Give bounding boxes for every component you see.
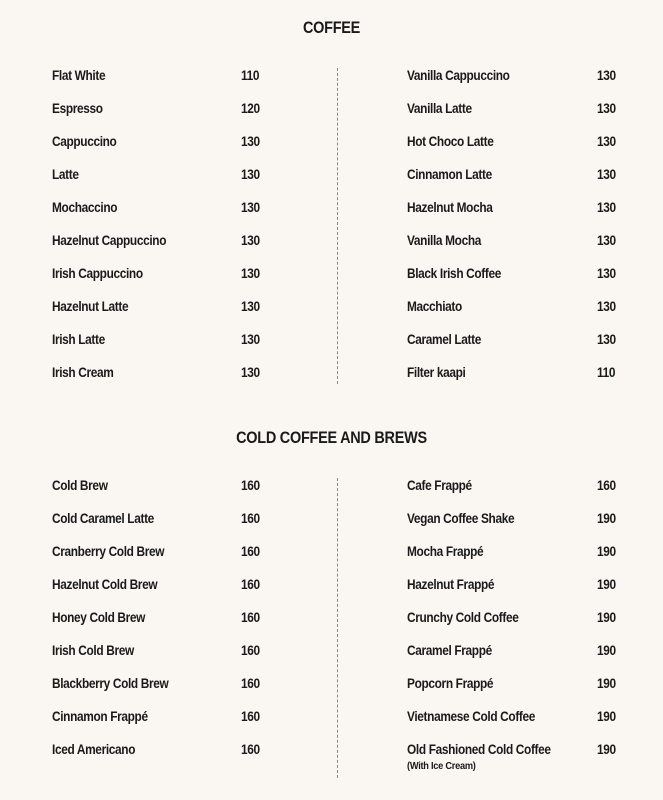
- menu-item-name: Vegan Coffee Shake: [407, 511, 515, 526]
- menu-item-name: Cold Caramel Latte: [52, 511, 154, 526]
- menu-item-price: 160: [241, 577, 260, 592]
- column-divider: [337, 478, 338, 778]
- menu-item-name: Cranberry Cold Brew: [52, 544, 165, 559]
- menu-item-price: 160: [241, 643, 260, 658]
- menu-item-name: Filter kaapi: [407, 365, 466, 380]
- menu-item-name: Mochaccino: [52, 200, 118, 215]
- menu-item-name: Black Irish Coffee: [407, 266, 502, 281]
- menu-item-name: Blackberry Cold Brew: [52, 676, 169, 691]
- menu-item-price: 130: [597, 167, 616, 182]
- menu-item-name: Vanilla Mocha: [407, 233, 482, 248]
- menu-item-price: 130: [241, 233, 260, 248]
- menu-item-name: Cappuccino: [52, 134, 117, 149]
- menu-item-price: 130: [241, 332, 260, 347]
- menu-item-name: Caramel Latte: [407, 332, 482, 347]
- menu-item-price: 160: [241, 742, 260, 757]
- menu-item-price: 160: [241, 478, 260, 493]
- menu-item-name: Cafe Frappé: [407, 478, 472, 493]
- menu-item-price: 190: [597, 577, 616, 592]
- menu-item-name: Hazelnut Frappé: [407, 577, 495, 592]
- menu-item-name: Old Fashioned Cold Coffee: [407, 742, 551, 757]
- menu-item-price: 130: [597, 134, 616, 149]
- menu-item-price: 160: [597, 478, 616, 493]
- menu-item-note: (With Ice Cream): [407, 760, 476, 772]
- menu-item-name: Espresso: [52, 101, 103, 116]
- menu-item-name: Crunchy Cold Coffee: [407, 610, 519, 625]
- menu-item-name: Iced Americano: [52, 742, 136, 757]
- menu-item-price: 120: [241, 101, 260, 116]
- menu-item-name: Cinnamon Latte: [407, 167, 492, 182]
- menu-item-price: 130: [597, 266, 616, 281]
- menu-item-name: Irish Cold Brew: [52, 643, 134, 658]
- menu-item-name: Popcorn Frappé: [407, 676, 494, 691]
- menu-item-name: Irish Latte: [52, 332, 105, 347]
- menu-item-name: Hazelnut Latte: [52, 299, 129, 314]
- menu-item-name: Cinnamon Frappé: [52, 709, 148, 724]
- menu-item-price: 190: [597, 643, 616, 658]
- menu-item-name: Hot Choco Latte: [407, 134, 494, 149]
- menu-item-price: 130: [241, 266, 260, 281]
- section-title: COFFEE: [302, 18, 361, 37]
- menu-item-price: 190: [597, 511, 616, 526]
- menu-item-price: 130: [241, 200, 260, 215]
- section-title: COLD COFFEE AND BREWS: [236, 428, 427, 447]
- menu-item-name: Honey Cold Brew: [52, 610, 146, 625]
- menu-item-price: 130: [241, 365, 260, 380]
- menu-item-name: Caramel Frappé: [407, 643, 492, 658]
- menu-item-name: Vanilla Cappuccino: [407, 68, 510, 83]
- menu-item-price: 130: [241, 299, 260, 314]
- menu-item-name: Vietnamese Cold Coffee: [407, 709, 536, 724]
- menu-item-name: Latte: [52, 167, 79, 182]
- menu-item-price: 160: [241, 709, 260, 724]
- menu-item-price: 110: [241, 68, 260, 83]
- menu-item-price: 160: [241, 676, 260, 691]
- menu-item-price: 190: [597, 709, 616, 724]
- menu-item-price: 130: [597, 299, 616, 314]
- menu-item-price: 130: [597, 101, 616, 116]
- menu-item-price: 190: [597, 676, 616, 691]
- menu-item-name: Irish Cappuccino: [52, 266, 143, 281]
- menu-item-name: Hazelnut Mocha: [407, 200, 493, 215]
- menu-item-name: Cold Brew: [52, 478, 108, 493]
- menu-item-price: 130: [241, 134, 260, 149]
- menu-item-price: 190: [597, 544, 616, 559]
- menu-item-price: 130: [241, 167, 260, 182]
- menu-item-price: 190: [597, 610, 616, 625]
- menu-item-price: 110: [597, 365, 616, 380]
- menu-item-price: 130: [597, 332, 616, 347]
- menu-item-name: Mocha Frappé: [407, 544, 484, 559]
- menu-item-price: 160: [241, 511, 260, 526]
- menu-item-price: 190: [597, 742, 616, 757]
- menu-item-price: 130: [597, 233, 616, 248]
- menu-item-price: 160: [241, 610, 260, 625]
- menu-item-name: Irish Cream: [52, 365, 114, 380]
- menu-item-name: Flat White: [52, 68, 106, 83]
- column-divider: [337, 68, 338, 384]
- menu-item-price: 130: [597, 68, 616, 83]
- menu-item-price: 130: [597, 200, 616, 215]
- menu-item-name: Hazelnut Cappuccino: [52, 233, 167, 248]
- menu-item-name: Hazelnut Cold Brew: [52, 577, 158, 592]
- menu-item-price: 160: [241, 544, 260, 559]
- menu-item-name: Vanilla Latte: [407, 101, 472, 116]
- menu-item-name: Macchiato: [407, 299, 462, 314]
